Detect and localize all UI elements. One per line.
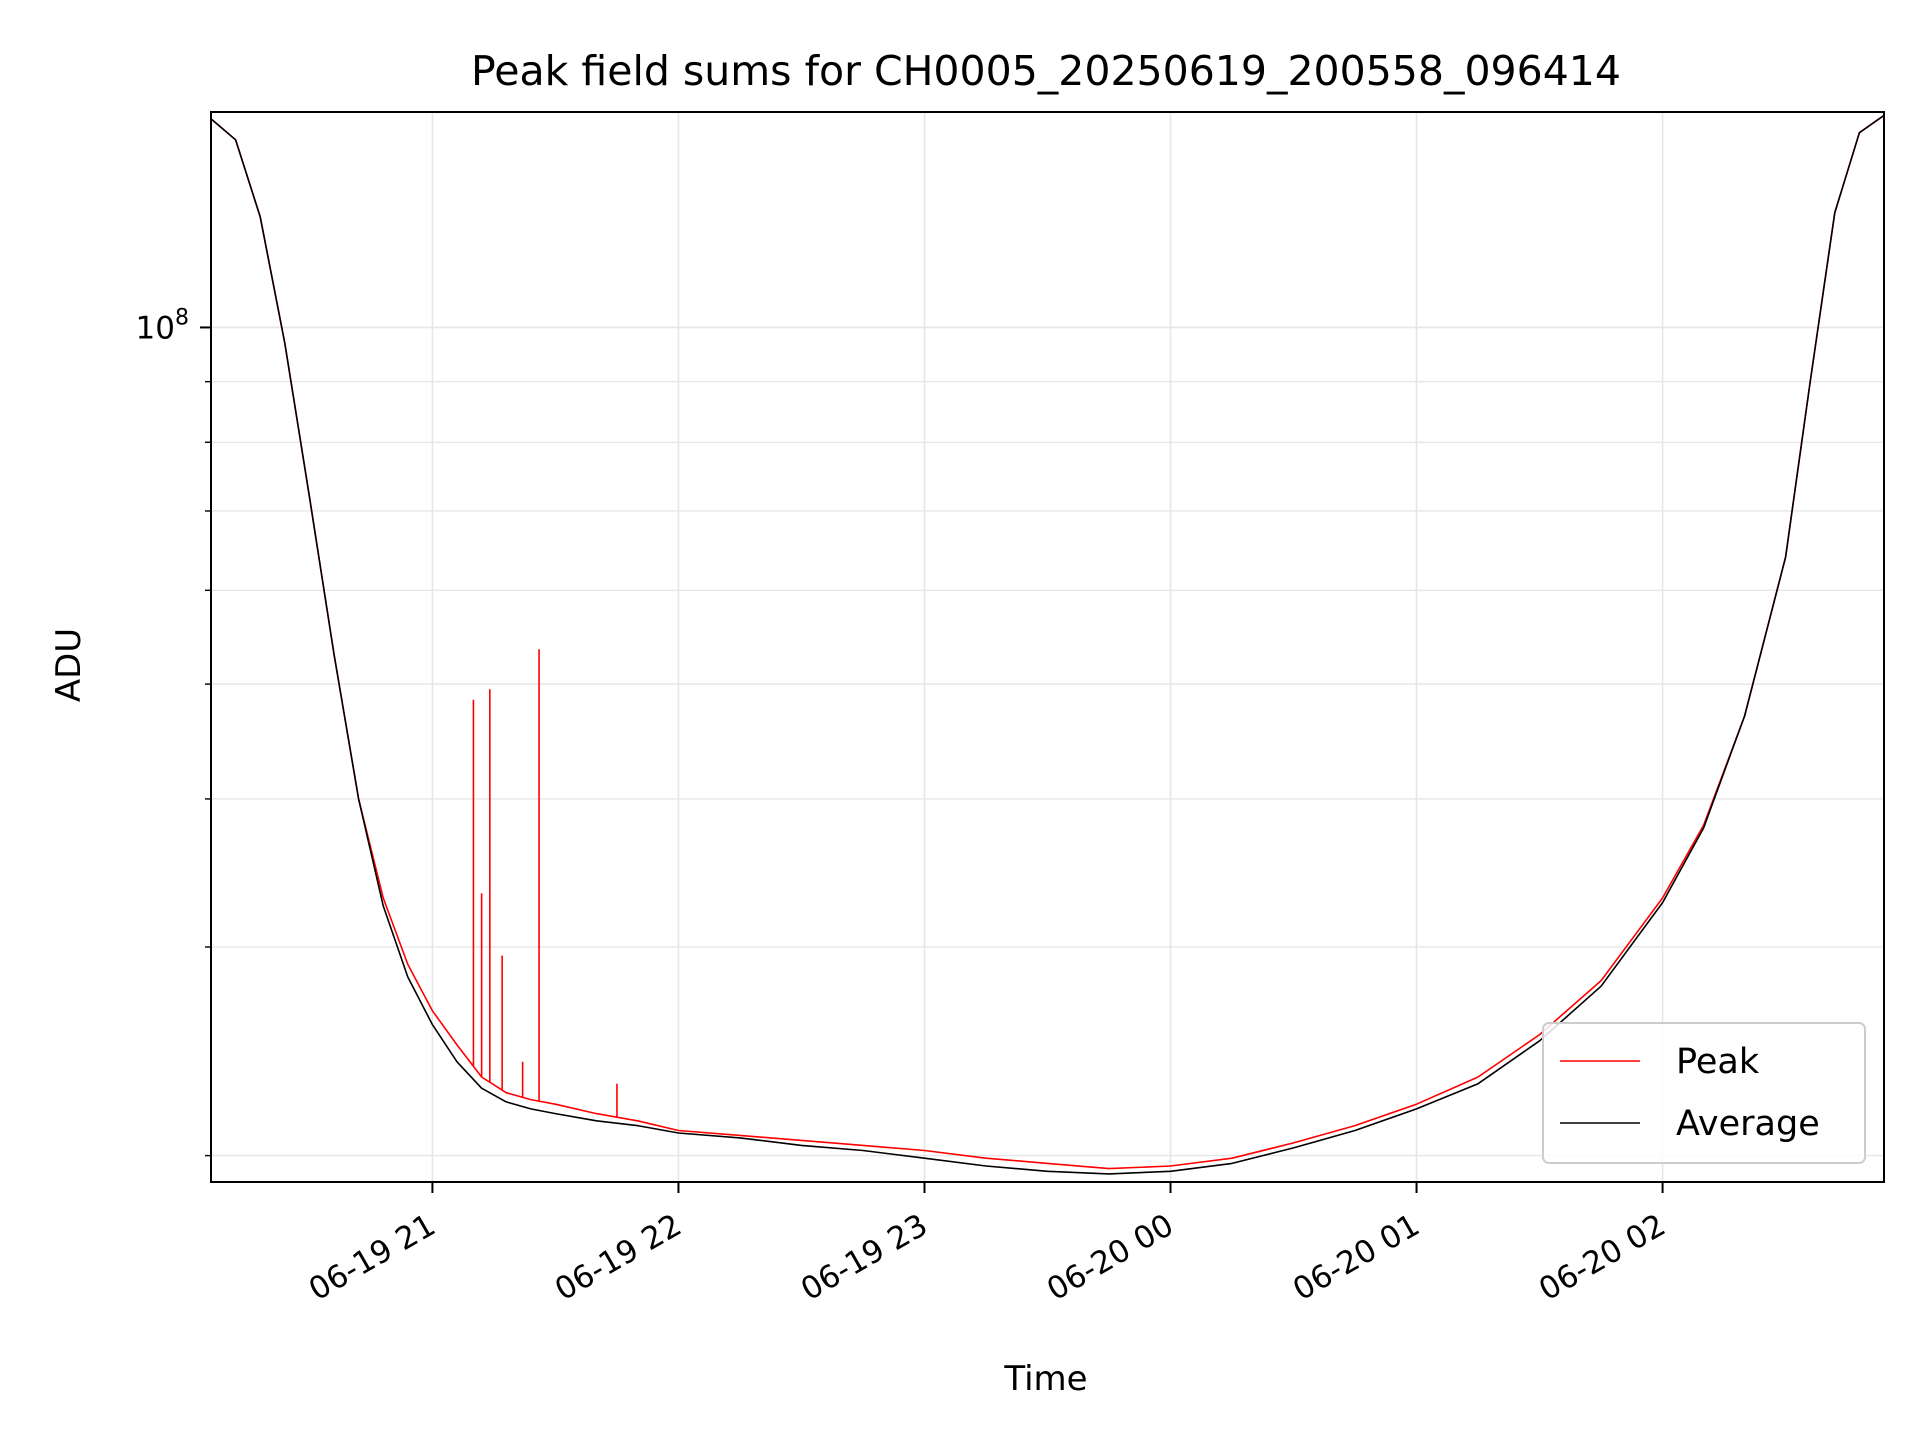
legend-label-average: Average (1676, 1104, 1820, 1144)
plot-area (211, 114, 1884, 1175)
plot-frame (210, 111, 1885, 1183)
y-axis-label: ADU (49, 628, 89, 702)
series-line-average (211, 114, 1884, 1175)
legend: Peak Average (1542, 1022, 1866, 1164)
legend-box (1542, 1022, 1866, 1164)
chart-title: Peak field sums for CH0005_20250619_2005… (471, 47, 1621, 95)
series-layer (211, 114, 1884, 1175)
series-line-peak (211, 114, 1884, 1170)
legend-label-peak: Peak (1676, 1042, 1760, 1082)
x-axis-label: Time (1003, 1359, 1087, 1399)
